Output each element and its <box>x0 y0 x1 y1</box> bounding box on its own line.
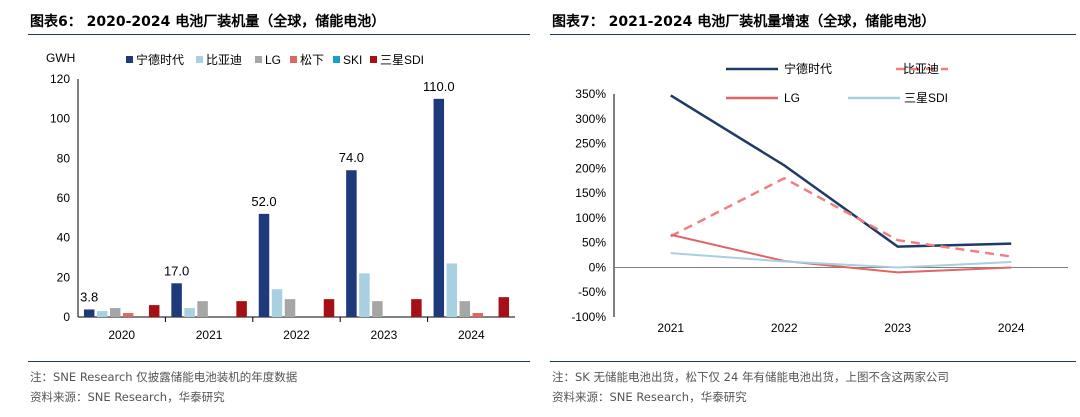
line-chart: -100% -50% 0% 50% 100% 150% 200% 250% 300% 350% 20… <box>571 61 1068 335</box>
chart7-title: 图表7： 2021-2024 电池厂装机量增速（全球，储能电池） <box>552 14 936 30</box>
y-tick-label: 0 <box>63 310 70 324</box>
data-label: 17.0 <box>164 263 189 278</box>
x-tick-label: 2024 <box>998 321 1025 335</box>
bar <box>346 170 357 317</box>
bar <box>271 289 283 317</box>
bar <box>372 301 383 317</box>
legend-label: 宁德时代 <box>784 61 832 76</box>
note-rule <box>28 361 530 362</box>
bar <box>433 98 445 317</box>
y-tick-label: 80 <box>57 151 71 165</box>
series-line <box>670 176 1012 258</box>
chart6-source: 资料来源：SNE Research，华泰研究 <box>30 390 225 404</box>
bar <box>83 309 95 317</box>
y-tick-label: 60 <box>57 191 71 205</box>
data-label: 52.0 <box>251 194 276 209</box>
y-tick-label: -100% <box>571 310 606 324</box>
y-tick-label: 100 <box>50 112 70 126</box>
x-tick-label: 2022 <box>283 328 310 342</box>
bar <box>109 308 121 317</box>
y-tick-label: 20 <box>57 270 71 284</box>
series-line <box>670 252 1012 269</box>
bar <box>258 213 270 317</box>
legend-swatch <box>126 56 133 63</box>
legend-label: SKI <box>343 53 362 67</box>
legend-label: 三星SDI <box>904 91 948 105</box>
bar <box>472 313 484 317</box>
legend-swatch <box>333 56 340 63</box>
bar <box>411 299 422 317</box>
bar <box>459 301 471 317</box>
bar <box>446 263 458 317</box>
bar <box>148 305 160 317</box>
bar <box>498 297 510 317</box>
title-rule <box>28 34 530 35</box>
x-tick-label: 2023 <box>884 321 911 335</box>
y-tick-label: 150% <box>575 186 606 200</box>
y-tick-label: 120 <box>50 72 70 86</box>
chart6-note: 注：SNE Research 仅披露储能电池装机的年度数据 <box>30 370 298 384</box>
y-tick-label: 250% <box>575 137 606 151</box>
right-panel: 图表7： 2021-2024 电池厂装机量增速（全球，储能电池） -100% -5… <box>548 0 1080 417</box>
legend-label: LG <box>784 91 800 105</box>
y-tick-label: 40 <box>57 231 71 245</box>
x-tick-label: 2024 <box>458 328 485 342</box>
bar <box>323 299 335 317</box>
legend-label: 松下 <box>300 53 324 67</box>
bar <box>197 301 208 317</box>
data-label: 74.0 <box>339 150 364 165</box>
title-rule <box>550 34 1076 35</box>
legend-swatch <box>290 56 297 63</box>
x-tick-label: 2023 <box>371 328 398 342</box>
x-tick-label: 2021 <box>657 321 684 335</box>
y-tick-label: 200% <box>575 161 606 175</box>
y-tick-label: 350% <box>575 87 606 101</box>
legend-swatch <box>255 56 262 63</box>
y-axis-unit: GWH <box>46 51 75 65</box>
legend-label: 比亚迪 <box>206 53 242 67</box>
legend-swatch <box>370 56 377 63</box>
bar <box>184 308 195 317</box>
chart6-title: 图表6： 2020-2024 电池厂装机量（全球，储能电池） <box>30 14 386 30</box>
data-label: 110.0 <box>423 79 455 94</box>
chart7-source: 资料来源：SNE Research，华泰研究 <box>552 390 747 404</box>
legend-label: 宁德时代 <box>136 52 184 67</box>
y-tick-label: 100% <box>575 211 606 225</box>
x-tick-label: 2021 <box>196 328 223 342</box>
bar <box>284 299 296 317</box>
legend-swatch <box>196 56 203 63</box>
x-tick-label: 2020 <box>108 328 135 342</box>
chart7-note: 注：SK 无储能电池出货，松下仅 24 年有储能电池出货，上图不含这两家公司 <box>552 370 949 384</box>
y-tick-label: -50% <box>578 285 606 299</box>
bar <box>236 301 247 317</box>
bar <box>359 273 370 317</box>
note-rule <box>550 361 1076 362</box>
left-panel: 图表6： 2020-2024 电池厂装机量（全球，储能电池） GWH 0 20 40 6… <box>0 0 530 417</box>
data-label: 3.8 <box>80 289 98 304</box>
legend-label: LG <box>265 53 281 67</box>
legend-label: 三星SDI <box>380 53 424 67</box>
y-tick-label: 0% <box>589 260 607 274</box>
x-tick-label: 2022 <box>771 321 798 335</box>
bar <box>96 311 108 317</box>
bar <box>122 313 134 317</box>
series-line <box>670 233 1012 274</box>
legend-label: 比亚迪 <box>903 62 939 76</box>
y-tick-label: 300% <box>575 112 606 126</box>
bar <box>171 283 182 317</box>
y-tick-label: 50% <box>582 236 606 250</box>
series-line <box>670 94 1012 248</box>
bar-chart: GWH 0 20 40 60 80 100 120 2020 3.8 2021 17.0 2022 52.… <box>46 51 515 342</box>
